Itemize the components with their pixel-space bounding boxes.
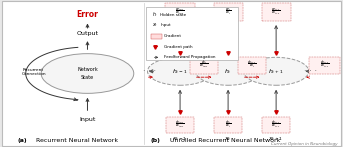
Text: $h_{t-1}$: $h_{t-1}$ [173,67,188,76]
Text: Error: Error [76,10,98,19]
FancyBboxPatch shape [151,34,162,39]
Text: $\frac{\partial h_{t-1}}{\partial x_{t-1}}$: $\frac{\partial h_{t-1}}{\partial x_{t-1… [175,119,185,131]
Text: Gradient path: Gradient path [164,45,192,49]
Text: $x_{t-1}$: $x_{t-1}$ [173,135,188,143]
Text: $x_{t+1}$: $x_{t+1}$ [269,135,284,143]
Circle shape [147,57,213,85]
Text: $\frac{\partial h_{t+1}}{\partial x_{t+1}}$: $\frac{\partial h_{t+1}}{\partial x_{t+1… [271,119,281,131]
Text: Feedforward Propagation: Feedforward Propagation [164,55,215,59]
FancyBboxPatch shape [190,57,218,74]
FancyBboxPatch shape [238,57,266,74]
Text: Recurrent Neural Network: Recurrent Neural Network [34,138,118,143]
FancyBboxPatch shape [166,117,194,133]
FancyBboxPatch shape [213,3,243,21]
Text: Network: Network [77,67,98,72]
Text: $x_t$: $x_t$ [224,135,232,143]
Text: $h_t$: $h_t$ [224,67,232,76]
Text: Recurrent
Connection: Recurrent Connection [21,68,46,76]
Text: Unrolled Recurrent Neural Network: Unrolled Recurrent Neural Network [168,138,281,143]
Text: $\frac{\partial h_{t+1}}{\partial h_t}$: $\frac{\partial h_{t+1}}{\partial h_t}$ [247,59,257,71]
Text: Output: Output [76,31,98,36]
Text: · · ·: · · · [304,67,317,76]
Text: State: State [81,75,94,80]
Text: $\frac{\partial h_t}{\partial h_{t-1}}$: $\frac{\partial h_t}{\partial h_{t-1}}$ [199,59,209,71]
Text: $\frac{\partial h_t}{\partial x_t}$: $\frac{\partial h_t}{\partial x_t}$ [225,119,231,131]
Text: $\frac{\partial\mathcal{E}_{t+1}}{\partial h_{t+2}}$: $\frac{\partial\mathcal{E}_{t+1}}{\parti… [271,7,281,17]
Text: $\frac{\partial\mathcal{E}_{t-1}}{\partial h_{t-1}}$: $\frac{\partial\mathcal{E}_{t-1}}{\parti… [175,7,185,17]
FancyBboxPatch shape [146,7,238,60]
Circle shape [244,57,309,85]
Text: Hidden state: Hidden state [160,13,186,17]
Circle shape [196,57,261,85]
FancyBboxPatch shape [2,1,341,146]
Text: Input: Input [79,117,96,122]
Text: (a): (a) [17,138,27,143]
Text: (b): (b) [151,138,161,143]
FancyBboxPatch shape [309,57,340,74]
FancyBboxPatch shape [262,117,290,133]
Text: $\frac{\partial h_{t+2}}{\partial h_{t+1}}$: $\frac{\partial h_{t+2}}{\partial h_{t+1… [319,59,330,71]
Text: · · ·: · · · [143,67,156,76]
Circle shape [41,54,134,93]
Text: Current Opinion in Neurobiology: Current Opinion in Neurobiology [271,142,338,146]
Text: $h_{t+1}$: $h_{t+1}$ [269,67,284,76]
FancyBboxPatch shape [262,3,291,21]
Text: Input: Input [160,23,171,27]
Text: $h_t$: $h_t$ [152,10,158,19]
Text: Gradient: Gradient [164,34,181,38]
Text: $\frac{\partial\mathcal{E}_t}{\partial h_t}$: $\frac{\partial\mathcal{E}_t}{\partial h… [225,7,231,17]
FancyBboxPatch shape [214,117,242,133]
FancyBboxPatch shape [165,3,195,21]
Text: $x_t$: $x_t$ [152,21,158,29]
